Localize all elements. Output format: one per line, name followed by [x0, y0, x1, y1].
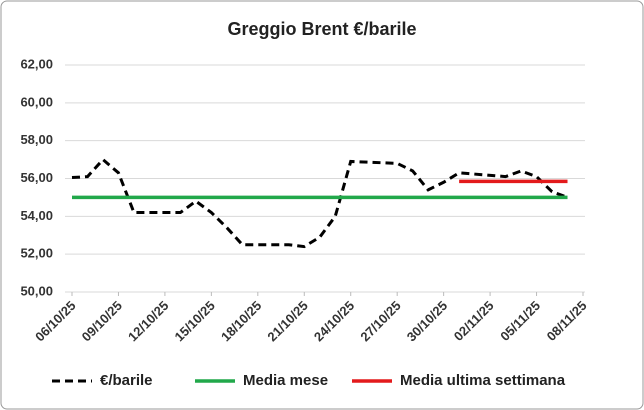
y-tick-label: 56,00 — [20, 170, 53, 185]
legend-label: €/barile — [100, 372, 153, 389]
y-tick-label: 50,00 — [20, 283, 53, 298]
y-tick-label: 54,00 — [20, 208, 53, 223]
series-line — [71, 157, 569, 249]
chart-title: Greggio Brent €/barile — [227, 19, 416, 39]
y-tick-label: 60,00 — [20, 94, 53, 109]
legend-label: Media mese — [243, 372, 328, 389]
y-tick-label: 52,00 — [20, 246, 53, 261]
y-tick-label: 62,00 — [20, 56, 53, 71]
y-tick-label: 58,00 — [20, 132, 53, 147]
legend-label: Media ultima settimana — [400, 372, 566, 389]
